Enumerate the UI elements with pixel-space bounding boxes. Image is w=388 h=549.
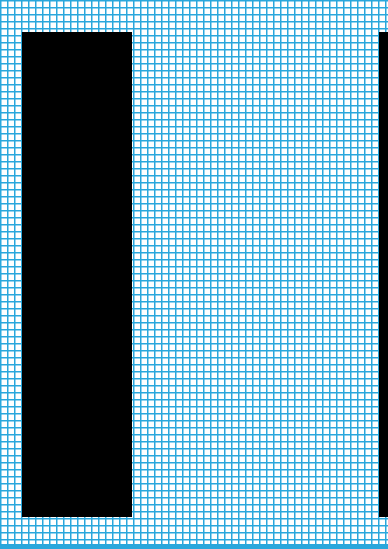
left-black-block — [22, 32, 132, 517]
right-black-block — [379, 32, 388, 517]
bottom-band — [0, 544, 388, 549]
